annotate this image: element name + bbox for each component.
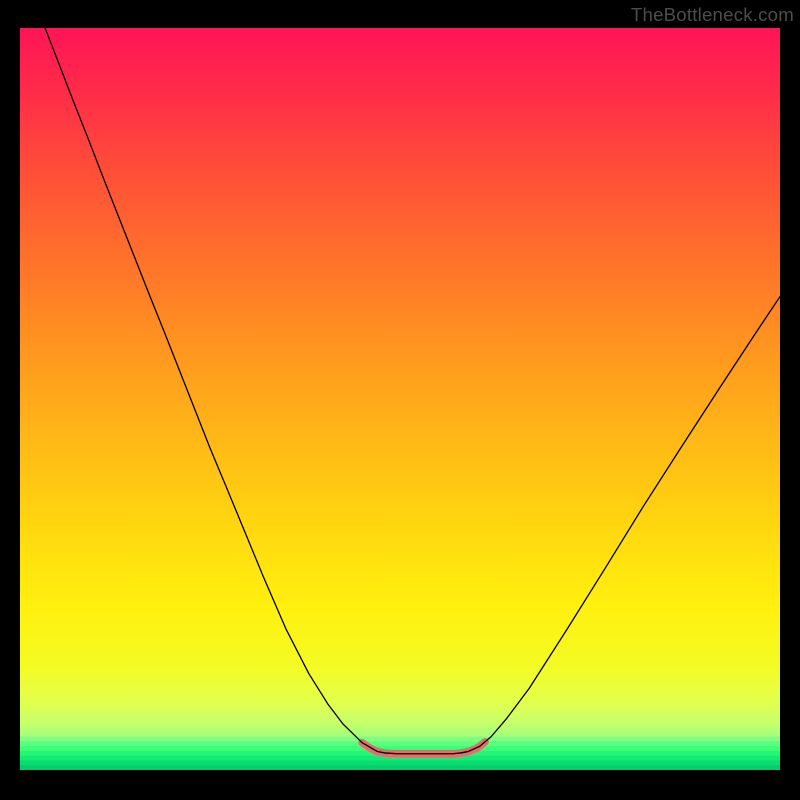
green-band xyxy=(20,741,780,746)
plot-area xyxy=(20,28,780,770)
green-band xyxy=(20,760,780,765)
green-band xyxy=(20,737,780,742)
chart-frame: TheBottleneck.com xyxy=(0,0,800,800)
gradient-background xyxy=(20,28,780,770)
green-band xyxy=(20,765,780,770)
plot-svg xyxy=(20,28,780,770)
watermark-text: TheBottleneck.com xyxy=(631,4,794,26)
